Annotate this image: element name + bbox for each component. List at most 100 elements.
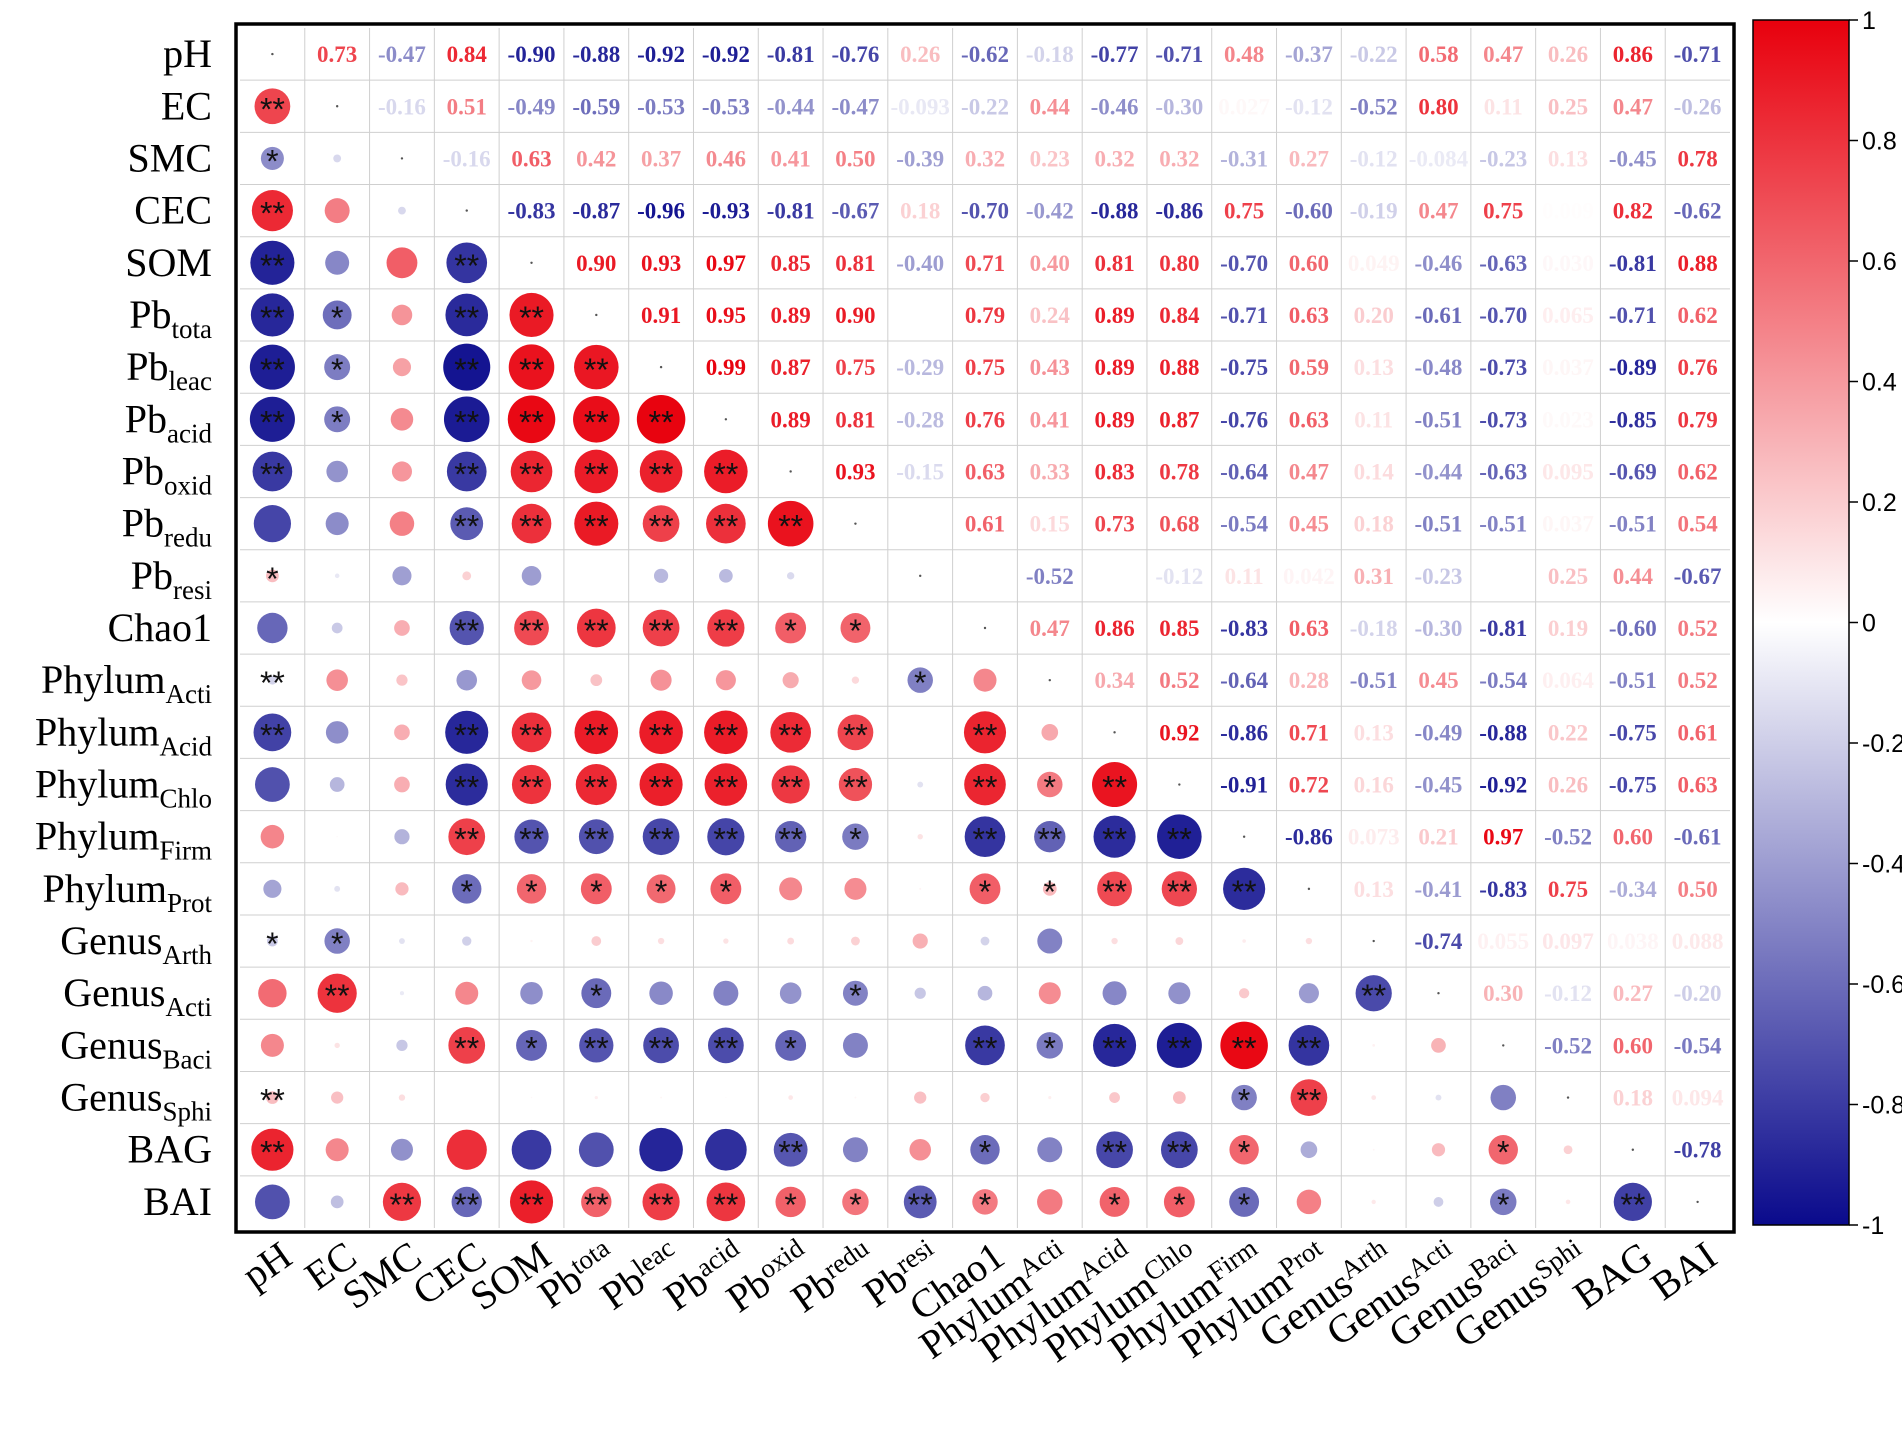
- correlation-circle: [842, 1032, 868, 1058]
- significance-mark: *: [331, 926, 343, 962]
- significance-mark: **: [519, 456, 544, 492]
- value-label: 0.89: [771, 303, 811, 328]
- value-label: -0.42: [1026, 199, 1074, 224]
- correlation-circle: [317, 973, 357, 1013]
- correlation-circle: [395, 882, 409, 896]
- value-label: 0.81: [835, 407, 875, 432]
- significance-mark: *: [331, 352, 343, 388]
- significance-mark: **: [713, 456, 738, 492]
- value-label: 0.76: [1677, 355, 1717, 380]
- correlation-circle: [1037, 771, 1063, 798]
- value-label: -0.53: [702, 94, 750, 119]
- value-label: 0.86: [1094, 616, 1134, 641]
- value-label: -0.83: [1220, 616, 1268, 641]
- significance-mark: **: [1620, 1187, 1645, 1223]
- correlation-circle: [980, 1092, 990, 1103]
- row-label: CEC: [134, 188, 212, 233]
- correlation-circle: [511, 764, 552, 805]
- correlation-circle: [462, 571, 472, 581]
- value-label: 0.037: [1542, 512, 1594, 537]
- correlation-circle: [521, 670, 542, 690]
- significance-mark: *: [1044, 770, 1056, 806]
- value-label: -0.22: [961, 94, 1009, 119]
- value-label: -0.62: [961, 42, 1009, 67]
- value-label: 0.24: [1030, 303, 1071, 328]
- correlation-circle: [1157, 814, 1202, 859]
- correlation-circle: [851, 676, 860, 684]
- correlation-circle: [392, 358, 412, 377]
- value-label: -0.47: [378, 42, 426, 67]
- colorbar-tick-label: 0.4: [1862, 369, 1897, 397]
- value-label: 0.18: [900, 199, 940, 224]
- value-label: -0.46: [1091, 94, 1139, 119]
- correlation-circle: [1300, 1141, 1318, 1159]
- significance-mark: **: [519, 717, 544, 753]
- correlation-circle: [707, 818, 745, 856]
- value-label: 0.60: [1613, 825, 1653, 850]
- significance-mark: **: [778, 822, 803, 858]
- correlation-circle: [788, 1095, 793, 1100]
- correlation-circle: [324, 928, 350, 954]
- diagonal-dot: [1242, 835, 1246, 838]
- correlation-circle: [330, 1195, 344, 1209]
- correlation-circle: [657, 937, 665, 945]
- correlation-circle: [325, 512, 349, 536]
- value-label: 0.47: [1483, 42, 1523, 67]
- plot-frame: [234, 22, 1736, 1234]
- significance-mark: **: [260, 404, 285, 440]
- significance-mark: *: [525, 874, 537, 910]
- value-label: 0.89: [1094, 303, 1134, 328]
- correlation-circle: [575, 763, 617, 806]
- value-label: 0.63: [1289, 303, 1329, 328]
- value-label: -0.75: [1609, 773, 1657, 798]
- row-label: Pboxid: [122, 448, 213, 500]
- value-label: -0.61: [1674, 825, 1722, 850]
- correlation-circle: [842, 980, 868, 1006]
- correlation-circle: [325, 1138, 349, 1162]
- value-label: 0.54: [1677, 512, 1718, 537]
- significance-mark: *: [266, 926, 278, 962]
- value-label: -0.44: [767, 94, 815, 119]
- value-label: 0.094: [1672, 1086, 1724, 1111]
- correlation-circle: [334, 573, 340, 579]
- value-label: -0.83: [1479, 877, 1527, 902]
- diagonal-dot: [465, 209, 468, 212]
- value-label: 0.11: [1354, 407, 1393, 432]
- correlation-circle: [1490, 1188, 1517, 1216]
- correlation-circle: [581, 978, 612, 1009]
- value-label: -0.89: [1609, 355, 1657, 380]
- value-label: 0.89: [771, 407, 811, 432]
- significance-mark: **: [519, 770, 544, 806]
- value-label: -0.19: [1350, 199, 1398, 224]
- correlation-circle: [965, 1025, 1005, 1066]
- value-label: -0.12: [1155, 564, 1203, 589]
- correlation-circle: [386, 247, 418, 279]
- colorbar-tick-label: -0.8: [1862, 1092, 1902, 1120]
- correlation-circle: [1042, 882, 1057, 896]
- value-label: -0.75: [1609, 720, 1657, 745]
- value-label: -0.29: [896, 355, 944, 380]
- correlation-circle: [590, 674, 603, 687]
- significance-mark: **: [713, 1030, 738, 1066]
- correlation-circle: [450, 507, 484, 541]
- value-label: 0.59: [1289, 355, 1329, 380]
- correlation-circle: [639, 762, 683, 807]
- diagonal-dot: [1372, 939, 1375, 943]
- correlation-circle: [581, 1186, 612, 1218]
- significance-mark: **: [260, 665, 285, 701]
- value-label: 0.47: [1289, 459, 1329, 484]
- correlation-circle: [771, 765, 810, 804]
- value-label: -0.52: [1544, 1033, 1592, 1058]
- correlation-circle: [1036, 1032, 1064, 1059]
- row-label: BAG: [128, 1127, 212, 1172]
- significance-mark: **: [778, 509, 803, 545]
- correlation-circle: [511, 712, 552, 753]
- significance-mark: *: [590, 978, 602, 1014]
- value-label: -0.63: [1479, 459, 1527, 484]
- mark-layer: 0.73 -0.47 0.84 -0.90 -0.88 -0.92 -0.92 -0.81 -0…: [249, 42, 1724, 1224]
- value-label: 0.71: [965, 251, 1005, 276]
- significance-mark: *: [1044, 874, 1056, 910]
- value-label: 0.97: [706, 251, 746, 276]
- colorbar-tick-label: 0.2: [1862, 489, 1897, 517]
- value-label: 0.95: [706, 303, 746, 328]
